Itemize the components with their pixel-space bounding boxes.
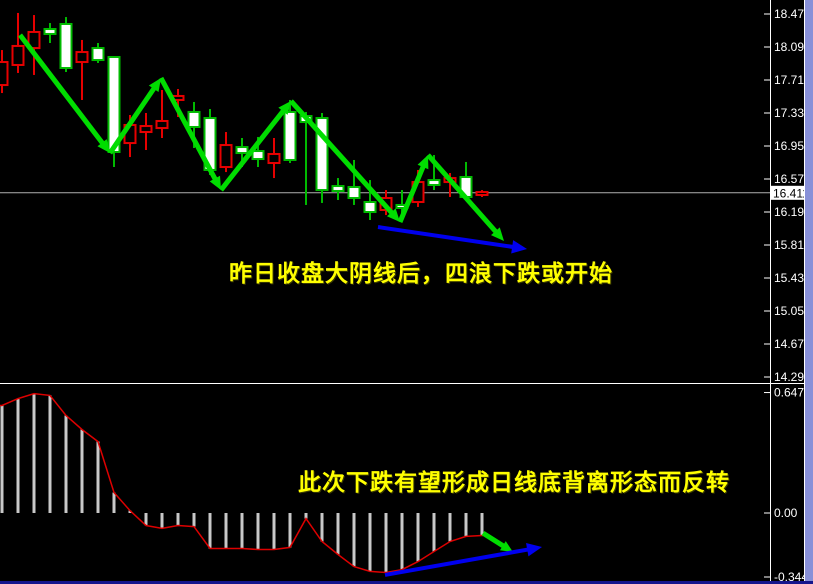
candle [139, 112, 153, 150]
candle [331, 178, 345, 201]
svg-text:18.470: 18.470 [774, 7, 811, 21]
candle [299, 111, 313, 205]
svg-text:0.00: 0.00 [774, 506, 798, 520]
candle [43, 23, 57, 44]
signal-line [0, 392, 483, 574]
histogram-bars [0, 393, 484, 573]
window-bottom-border [0, 581, 813, 584]
svg-text:15.810: 15.810 [774, 238, 811, 252]
svg-text:0.6474: 0.6474 [774, 386, 811, 400]
window-right-border [804, 0, 813, 584]
zigzag-trend-line[interactable] [18, 33, 504, 242]
indicator-blue-arrow[interactable] [384, 543, 542, 577]
candle [219, 132, 233, 173]
main-blue-trend-arrow[interactable] [377, 225, 527, 254]
candle [155, 89, 169, 139]
candle [27, 15, 41, 75]
candle [11, 12, 25, 73]
svg-text:16.950: 16.950 [774, 139, 811, 153]
indicator-axis: 0.6474 0.00 -0.344 [764, 386, 811, 584]
current-price-badge: 16.411 [771, 185, 809, 200]
indicator-green-arrow[interactable] [481, 530, 513, 553]
candle [75, 39, 89, 100]
indicator-annotation-text[interactable]: 此次下跌有望形成日线底背离形态而反转 [298, 469, 730, 495]
candle [0, 50, 9, 94]
candle [475, 190, 489, 197]
svg-text:14.670: 14.670 [774, 337, 811, 351]
svg-text:16.190: 16.190 [774, 205, 811, 219]
svg-text:16.411: 16.411 [773, 186, 809, 200]
candle [315, 112, 329, 203]
main-annotation-text[interactable]: 昨日收盘大阴线后，四浪下跌或开始 [229, 260, 613, 286]
candle [267, 138, 281, 179]
svg-text:18.090: 18.090 [774, 40, 811, 54]
candle [59, 17, 73, 73]
svg-text:15.050: 15.050 [774, 304, 811, 318]
svg-text:14.290: 14.290 [774, 370, 811, 384]
price-axis: 18.470 18.090 17.710 17.330 16.950 16.570 16.1… [764, 0, 811, 581]
svg-text:17.330: 17.330 [774, 106, 811, 120]
svg-text:17.710: 17.710 [774, 73, 811, 87]
svg-text:16.570: 16.570 [774, 172, 811, 186]
candle [91, 43, 105, 63]
candle [283, 99, 297, 164]
svg-text:-0.344: -0.344 [774, 570, 808, 584]
svg-text:15.430: 15.430 [774, 271, 811, 285]
